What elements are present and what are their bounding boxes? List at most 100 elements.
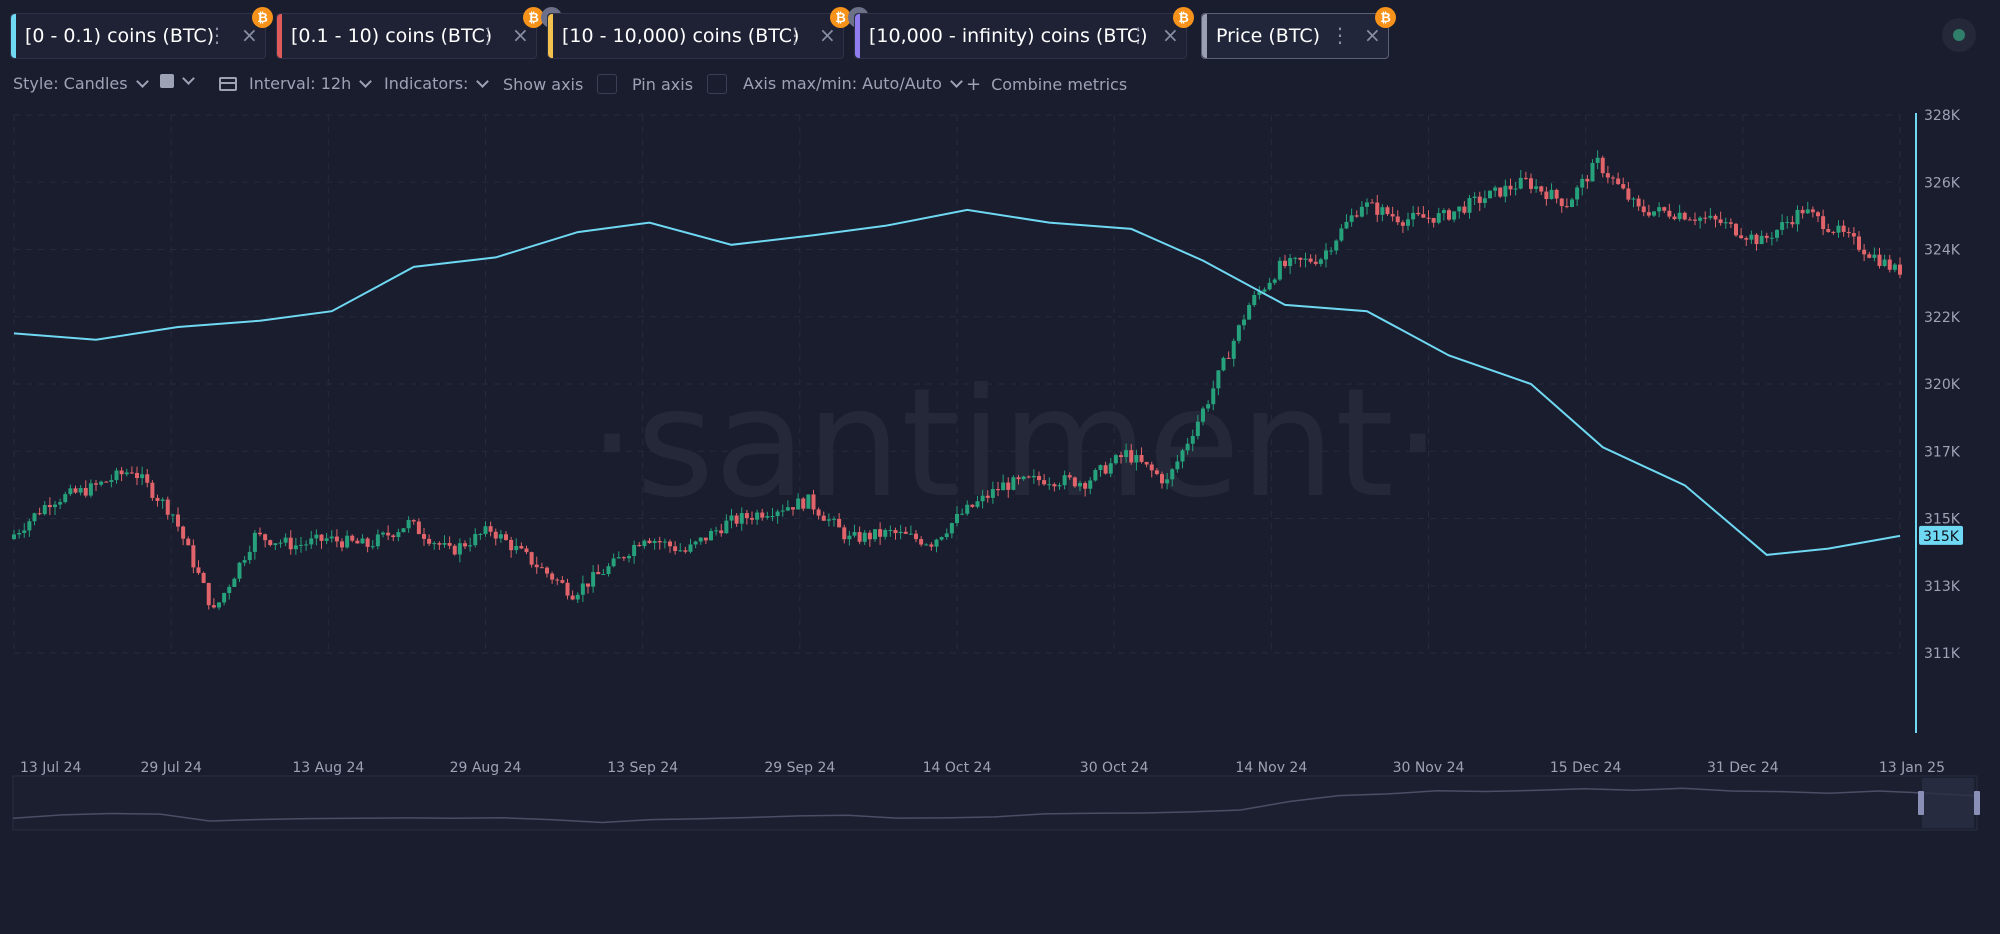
x-tick-label: 29 Sep 24	[764, 760, 835, 776]
x-tick-label: 29 Jul 24	[140, 760, 202, 776]
candle-body	[709, 530, 713, 541]
y-tick-label: 326K	[1924, 175, 1961, 191]
candle-body	[632, 544, 637, 557]
candle-body	[329, 536, 334, 539]
status-indicator[interactable]	[1942, 18, 1976, 52]
candle-body	[1595, 157, 1600, 163]
candle-body	[22, 530, 27, 533]
candle-body	[350, 535, 355, 541]
candle-body	[473, 534, 478, 546]
candle-body	[401, 528, 406, 533]
interval-dropdown[interactable]: Interval: 12h	[219, 74, 373, 93]
candle-body	[1682, 212, 1687, 220]
show-axis-checkbox[interactable]	[597, 74, 618, 94]
candle-body	[1195, 421, 1200, 437]
metric-tab-0[interactable]: [0 - 0.1) coins (BTC) ⋮ × ₿	[10, 7, 273, 59]
close-icon[interactable]: ×	[1364, 23, 1381, 47]
dots-vertical-icon[interactable]: ⋮	[1128, 23, 1148, 47]
candle-body	[949, 523, 954, 534]
candle-body	[683, 550, 688, 552]
candle-body	[211, 605, 216, 608]
close-icon[interactable]: ×	[1162, 23, 1179, 47]
pin-axis-toggle[interactable]: Pin axis	[632, 74, 728, 94]
candle-body	[1216, 370, 1221, 389]
candle-body	[1395, 216, 1400, 223]
candle-body	[1713, 215, 1718, 220]
close-icon[interactable]: ×	[241, 23, 258, 47]
chevron-down-icon	[950, 74, 963, 88]
candle-body	[832, 518, 836, 520]
metric-tab-3[interactable]: [10,000 - infinity) coins (BTC) ⋮ × ₿	[854, 7, 1194, 59]
combine-metrics-button[interactable]: + Combine metrics	[966, 74, 1127, 95]
candle-body	[934, 539, 939, 547]
x-axis: 13 Jul 24 29 Jul 24 13 Aug 24 29 Aug 24 13 S…	[20, 760, 1945, 776]
candle-body	[780, 510, 785, 512]
candle-body	[478, 533, 483, 535]
candle-body	[1247, 305, 1252, 320]
candle-body	[73, 488, 78, 493]
candle-body	[873, 529, 877, 540]
style-dropdown[interactable]: Style: Candles	[13, 74, 149, 93]
candle-body	[842, 527, 847, 540]
color-picker[interactable]	[160, 72, 195, 88]
candle-body	[1851, 233, 1856, 237]
candle-body	[1093, 470, 1098, 481]
candle-body	[770, 515, 775, 517]
candle-body	[37, 513, 42, 515]
candle-body	[1026, 476, 1031, 478]
candle-body	[519, 545, 524, 549]
candle-body	[247, 551, 252, 561]
candle-body	[1698, 217, 1703, 221]
candle-body	[975, 501, 980, 507]
dots-vertical-icon[interactable]: ⋮	[1330, 23, 1350, 47]
candle-body	[1585, 178, 1590, 182]
candle-body	[498, 534, 503, 539]
indicators-dropdown[interactable]: Indicators:	[384, 74, 490, 93]
chart-area[interactable]: ·santiment· 311K 313K 315K 317K 320K 322K 324K…	[0, 100, 2000, 934]
candle-body	[1667, 210, 1672, 217]
candle-body	[524, 548, 529, 553]
candle-body	[1359, 206, 1364, 217]
candle-body	[170, 514, 175, 516]
metric-tab-1[interactable]: [0.1 - 10) coins (BTC)⋮×₿⊘	[276, 7, 562, 59]
candle-body	[47, 505, 52, 508]
candle-body	[124, 472, 129, 475]
candle-body	[268, 540, 273, 546]
bitcoin-icon: ₿	[1375, 7, 1396, 28]
candle-body	[432, 543, 437, 545]
candle-body	[1693, 219, 1697, 221]
candle-body	[616, 557, 621, 559]
dots-vertical-icon[interactable]: ⋮	[478, 23, 498, 47]
metric-tab-2[interactable]: [10 - 10,000) coins (BTC)⋮×₿⊘	[547, 7, 869, 59]
candle-body	[355, 540, 360, 544]
candle-body	[837, 518, 842, 528]
dots-vertical-icon[interactable]: ⋮	[207, 23, 227, 47]
candle-body	[1452, 211, 1457, 220]
time-navigator[interactable]	[12, 775, 1980, 831]
show-axis-toggle[interactable]: Show axis	[503, 74, 618, 94]
candle-body	[78, 487, 83, 493]
dots-vertical-icon[interactable]: ⋮	[785, 23, 805, 47]
candle-body	[627, 556, 631, 559]
close-icon[interactable]: ×	[512, 23, 529, 47]
candle-body	[668, 541, 672, 547]
candle-body	[340, 541, 344, 548]
axis-maxmin-dropdown[interactable]: Axis max/min: Auto/Auto	[743, 74, 963, 93]
candle-body	[1611, 177, 1615, 179]
pin-axis-checkbox[interactable]	[707, 74, 728, 94]
candle-body	[1841, 225, 1846, 232]
candle-body	[1042, 480, 1047, 485]
metric-tab-4[interactable]: Price (BTC) ⋮ × ₿	[1201, 7, 1396, 59]
candle-body	[232, 578, 237, 587]
candle-body	[165, 499, 170, 515]
coins-0-0.1-line	[13, 208, 1901, 556]
candle-body	[1344, 221, 1349, 229]
candle-body	[1749, 234, 1754, 240]
candle-body	[1508, 185, 1513, 190]
chevron-down-icon	[476, 74, 490, 88]
close-icon[interactable]: ×	[819, 23, 836, 47]
candle-body	[1283, 260, 1287, 267]
candle-body	[1482, 198, 1487, 203]
candle-body	[1416, 212, 1421, 215]
candle-body	[345, 535, 350, 548]
